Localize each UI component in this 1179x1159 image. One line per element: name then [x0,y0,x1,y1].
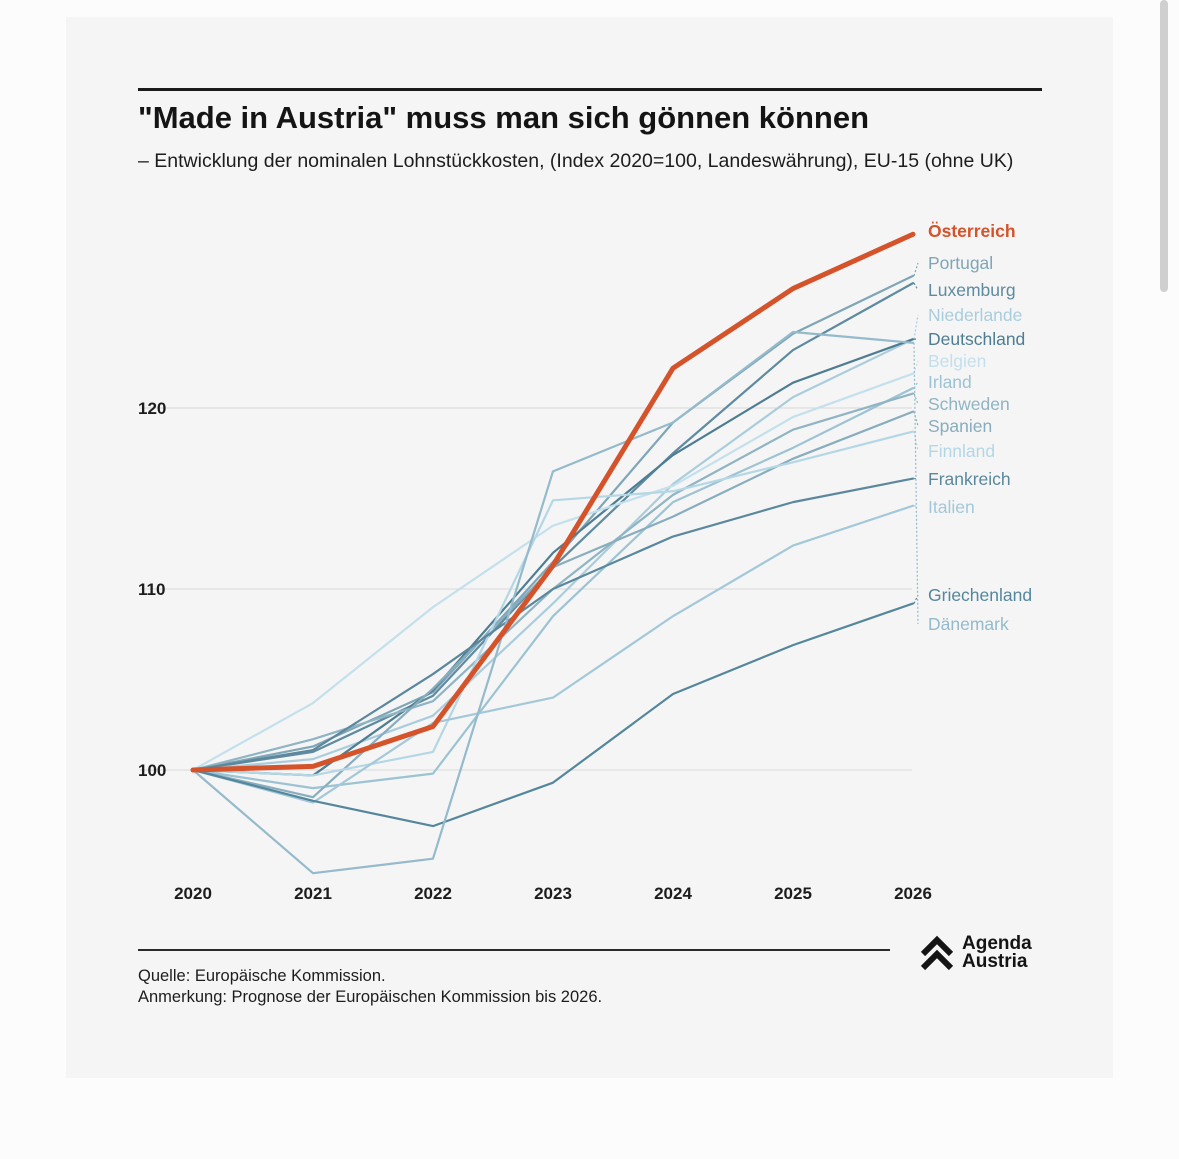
series-line-schweden [191,392,915,772]
logo-line-1: Agenda [962,933,1032,954]
y-tick-label: 110 [138,580,165,599]
x-tick-label: 2020 [174,884,212,903]
agenda-austria-logo: Agenda Austria [918,934,1048,976]
label-connectors [913,262,919,625]
y-tick-label: 100 [138,761,166,780]
series-label: Spanien [928,416,992,436]
series-line-portugal [191,274,915,772]
x-tick-label: 2022 [414,884,452,903]
label-connector [913,262,919,277]
chart-title: "Made in Austria" muss man sich gönnen k… [138,100,870,135]
double-chevron-up-icon [920,935,954,971]
series-line-frankreich [191,477,915,772]
x-tick-label: 2023 [534,884,572,903]
series-label: Luxemburg [928,280,1016,300]
series-line-irland [191,386,915,790]
series-label: Österreich [928,221,1016,241]
remark-note: Anmerkung: Prognose der Europäischen Kom… [138,988,603,1006]
label-connector [913,342,919,625]
label-connector [913,505,919,508]
chart-card [66,17,1113,1078]
series-lines [190,231,916,875]
series-line-italien [191,504,915,804]
series-label: Schweden [928,394,1010,414]
series-labels: Österreich Portugal Luxemburg Niederlande De… [928,221,1032,634]
series-label: Portugal [928,253,993,273]
series-line-belgien [191,372,915,772]
series-label: Irland [928,372,972,392]
label-connector [913,282,919,291]
y-tick-labels: 100 110 120 [138,399,166,780]
series-label: Deutschland [928,329,1025,349]
label-connector [913,411,919,427]
series-label: Dänemark [928,614,1009,634]
series-line-finnland [191,430,915,777]
x-tick-label: 2026 [894,884,932,903]
footer-rule [138,949,890,951]
x-tick-label: 2021 [294,884,332,903]
label-connector [913,594,919,604]
x-tick-label: 2025 [774,884,812,903]
series-label: Finnland [928,441,995,461]
logo-line-2: Austria [962,951,1028,972]
label-connector [913,431,919,452]
series-label: Frankreich [928,469,1011,489]
series-line-griechenland [191,602,915,828]
series-line-dänemark [191,330,915,875]
y-tick-label: 120 [138,399,166,418]
x-tick-label: 2024 [654,884,692,903]
title-rule [138,88,1042,91]
source-note: Quelle: Europäische Kommission. [138,967,386,985]
series-label: Italien [928,497,975,517]
footnotes: Quelle: Europäische Kommission. Anmerkun… [138,966,602,1008]
label-connector [913,314,919,340]
series-line-österreich [190,231,916,773]
x-tick-labels: 2020 2021 2022 2023 2024 2025 2026 [174,884,932,903]
series-label: Belgien [928,351,986,371]
series-label: Niederlande [928,305,1022,325]
chart-subtitle: – Entwicklung der nominalen Lohnstückkos… [138,150,1014,172]
series-label: Griechenland [928,585,1032,605]
series-line-niederlande [191,338,915,772]
scrollbar[interactable] [1160,0,1168,292]
